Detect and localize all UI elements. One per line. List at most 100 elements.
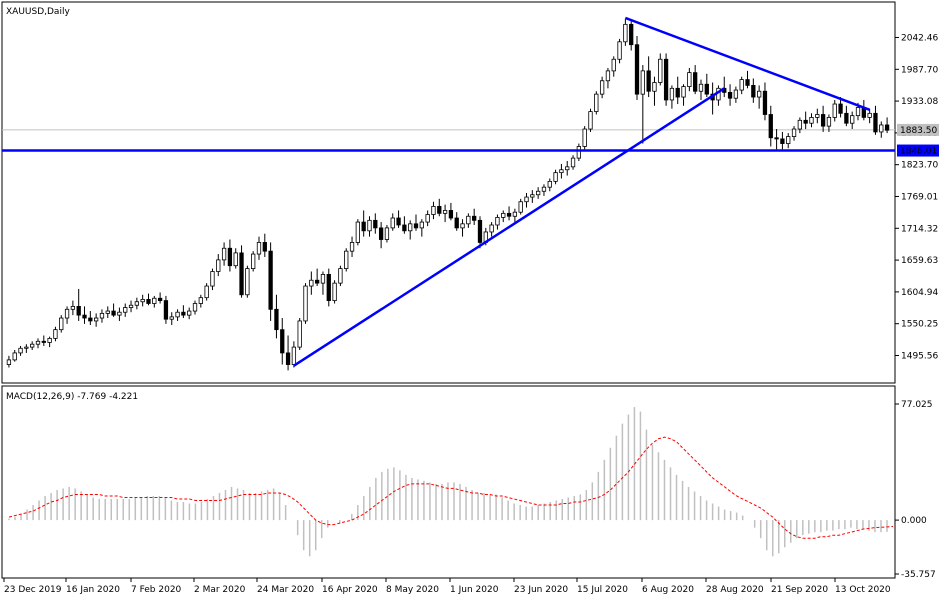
candle-body [396, 217, 401, 226]
candle-body [88, 317, 93, 322]
candle-body [82, 314, 87, 319]
price-axis-label: 1550.25 [901, 320, 938, 330]
candle-body [460, 223, 465, 229]
candle-body [687, 72, 692, 87]
candle-body [373, 219, 378, 229]
candle-body [867, 112, 872, 118]
candle-body [559, 169, 564, 174]
candle-body [582, 128, 587, 147]
candle-body [739, 79, 744, 91]
price-axis-label: 1604.94 [901, 288, 938, 298]
candle-body [751, 85, 756, 98]
candle-body [99, 312, 105, 319]
candle-body [256, 242, 262, 255]
current-price-label: 1883.50 [900, 126, 937, 136]
candle-body [94, 317, 99, 322]
candle-body [774, 137, 779, 140]
support-price-tag [897, 144, 939, 157]
candle-body [611, 58, 616, 72]
candle-body [274, 308, 279, 331]
price-axis-label: 2042.46 [901, 33, 938, 43]
candle-body [105, 310, 110, 314]
candle-body [466, 215, 471, 225]
candle-body [6, 359, 12, 365]
candle-body [192, 303, 198, 312]
candle-body [576, 146, 582, 159]
candle-body [623, 23, 628, 43]
candle-body [820, 114, 826, 127]
candle-body [873, 112, 878, 133]
candle-body [634, 44, 640, 95]
candle-body [344, 250, 349, 269]
candle-body [227, 247, 233, 267]
candle-body [332, 282, 337, 301]
downtrend-line [624, 16, 871, 112]
date-axis-label: 24 Mar 2020 [257, 585, 314, 595]
candle-body [268, 250, 273, 310]
candle-body [419, 221, 424, 229]
current-price-tag [897, 123, 939, 136]
candle-body [378, 227, 384, 240]
date-axis-label: 23 Jun 2020 [514, 585, 568, 595]
candle-body [477, 219, 483, 243]
date-axis-label: 21 Sep 2020 [771, 585, 828, 595]
candle-body [437, 205, 442, 214]
candle-body [791, 128, 797, 137]
candle-body [18, 347, 23, 354]
candle-body [349, 242, 355, 252]
candle-body [314, 279, 320, 284]
candle-body [157, 297, 163, 301]
candle-body [675, 87, 680, 98]
candle-body [762, 90, 768, 115]
axis-layer: 2042.461987.701933.081878.331823.701769.… [3, 33, 939, 595]
candle-body [152, 297, 157, 304]
date-axis-label: 8 May 2020 [386, 585, 439, 595]
candle-body [757, 90, 762, 98]
candle-body [361, 221, 366, 232]
candle-body [506, 212, 512, 217]
candle-body [518, 201, 523, 213]
price-axis-label: 1823.70 [901, 161, 938, 171]
candle-body [844, 112, 849, 124]
date-axis-label: 28 Aug 2020 [706, 585, 764, 595]
price-axis-label: 1987.70 [901, 65, 938, 75]
candle-body [884, 124, 890, 131]
candle-body [338, 268, 343, 284]
candle-body [698, 83, 704, 92]
price-axis-label: 1495.56 [901, 352, 938, 362]
candle-body [280, 329, 285, 354]
candle-body [838, 103, 843, 114]
candle-body [588, 111, 593, 130]
candle-body [745, 79, 750, 86]
candle-body [850, 115, 855, 124]
candle-body [442, 210, 448, 214]
candle-body [76, 305, 81, 316]
candle-body [64, 308, 70, 319]
candle-body [780, 138, 785, 144]
candle-body [786, 136, 791, 144]
candle-body [291, 346, 297, 365]
candle-body [408, 223, 413, 232]
candle-body [879, 124, 884, 133]
candle-body [30, 343, 35, 348]
candle-body [303, 285, 308, 322]
candle-body [809, 117, 814, 124]
candle-body [41, 340, 46, 343]
candle-body [70, 305, 76, 310]
candle-body [669, 87, 675, 101]
candle-body [355, 221, 361, 243]
date-axis-label: 16 Apr 2020 [322, 585, 378, 595]
candle-body [547, 180, 552, 188]
support-price-label: 1848.01 [900, 147, 937, 157]
candle-body [251, 253, 256, 270]
price-layer [2, 16, 895, 371]
candle-body [605, 70, 611, 82]
candle-body [216, 259, 221, 272]
candle-body [221, 247, 227, 261]
candle-body [12, 352, 17, 361]
date-axis-label: 15 Jul 2020 [577, 585, 628, 595]
candle-body [245, 268, 250, 296]
candle-body [797, 119, 803, 130]
candle-body [367, 219, 372, 232]
signal-line [8, 436, 894, 539]
